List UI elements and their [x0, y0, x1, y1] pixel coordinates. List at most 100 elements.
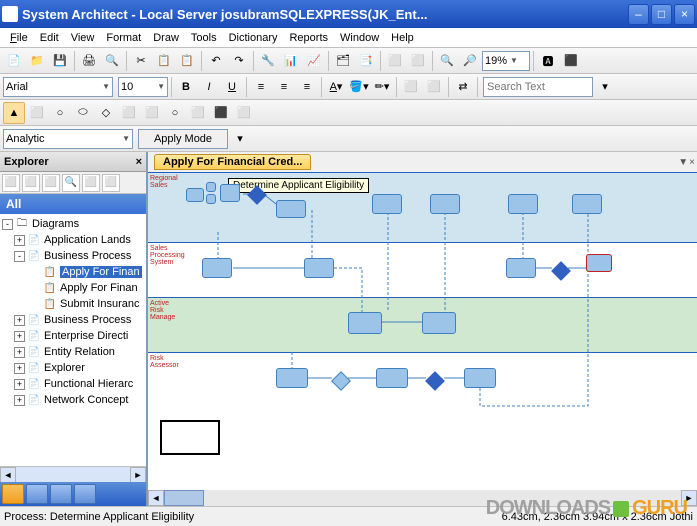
- tree-item[interactable]: -🗀Diagrams: [0, 216, 146, 232]
- expand-icon[interactable]: +: [14, 315, 25, 326]
- diagram-node[interactable]: [508, 194, 538, 214]
- undo-icon[interactable]: ↶: [205, 50, 227, 72]
- diagram-node[interactable]: [206, 194, 216, 204]
- diagram-node[interactable]: [206, 182, 216, 192]
- tree-item[interactable]: 📋Submit Insuranc: [0, 296, 146, 312]
- tool-icon[interactable]: 🔧: [257, 50, 279, 72]
- expand-icon[interactable]: +: [14, 395, 25, 406]
- scroll-right-icon[interactable]: ►: [130, 467, 146, 483]
- diagram-node[interactable]: [376, 368, 408, 388]
- explorer-tool-icon[interactable]: ⬜: [82, 174, 100, 192]
- menu-view[interactable]: View: [65, 30, 101, 46]
- tool-icon[interactable]: 🗂: [332, 50, 354, 72]
- explorer-tool-icon[interactable]: ⬜: [22, 174, 40, 192]
- tree-item[interactable]: +📄Network Concept: [0, 392, 146, 408]
- tree-item[interactable]: 📋Apply For Finan: [0, 264, 146, 280]
- expand-icon[interactable]: +: [14, 347, 25, 358]
- diagram-node[interactable]: [304, 258, 334, 278]
- fill-color-icon[interactable]: 🪣▾: [348, 76, 370, 98]
- expand-icon[interactable]: -: [14, 251, 25, 262]
- tool-icon[interactable]: 🅰: [537, 50, 559, 72]
- open-icon[interactable]: 📁: [26, 50, 48, 72]
- tab-dropdown-icon[interactable]: ▼: [678, 157, 688, 168]
- diagram-node[interactable]: [422, 312, 456, 334]
- menu-edit[interactable]: Edit: [34, 30, 65, 46]
- zoom-out-icon[interactable]: 🔍: [436, 50, 458, 72]
- diagram-node[interactable]: [506, 258, 536, 278]
- shape-icon[interactable]: ⬜: [233, 102, 255, 124]
- tab-close-icon[interactable]: ×: [689, 157, 695, 168]
- diagram-node[interactable]: [430, 194, 460, 214]
- explorer-all-tab[interactable]: All: [0, 194, 146, 214]
- expand-icon[interactable]: +: [14, 331, 25, 342]
- align-right-icon[interactable]: ≡: [296, 76, 318, 98]
- diagram-node[interactable]: [186, 188, 204, 202]
- analytic-combo[interactable]: Analytic▼: [3, 129, 133, 149]
- line-color-icon[interactable]: ✏▾: [371, 76, 393, 98]
- tool-icon[interactable]: ⬜: [384, 50, 406, 72]
- tree-item[interactable]: +📄Functional Hierarc: [0, 376, 146, 392]
- explorer-tool-icon[interactable]: ⬜: [2, 174, 20, 192]
- menu-format[interactable]: Format: [100, 30, 147, 46]
- pointer-icon[interactable]: ▲: [3, 102, 25, 124]
- shape-icon[interactable]: ○: [49, 102, 71, 124]
- expand-icon[interactable]: +: [14, 235, 25, 246]
- bold-button[interactable]: B: [175, 76, 197, 98]
- explorer-tool-icon[interactable]: ⬜: [102, 174, 120, 192]
- expand-icon[interactable]: +: [14, 363, 25, 374]
- align-center-icon[interactable]: ≡: [273, 76, 295, 98]
- diagram-node[interactable]: [372, 194, 402, 214]
- align-left-icon[interactable]: ≡: [250, 76, 272, 98]
- tree-item[interactable]: 📋Apply For Finan: [0, 280, 146, 296]
- menu-window[interactable]: Window: [334, 30, 385, 46]
- shape-icon[interactable]: ⬜: [141, 102, 163, 124]
- diagram-node[interactable]: [276, 200, 306, 218]
- expand-icon[interactable]: -: [2, 219, 13, 230]
- diagram-node[interactable]: [276, 368, 308, 388]
- tree-item[interactable]: +📄Enterprise Directi: [0, 328, 146, 344]
- overview-box[interactable]: [160, 420, 220, 455]
- new-icon[interactable]: 📄: [3, 50, 25, 72]
- tree-item[interactable]: +📄Application Lands: [0, 232, 146, 248]
- explorer-tab[interactable]: [26, 484, 48, 504]
- tree-item[interactable]: +📄Explorer: [0, 360, 146, 376]
- diagram-canvas[interactable]: Regional SalesSales Processing SystemAct…: [148, 172, 697, 490]
- tree-item[interactable]: +📄Entity Relation: [0, 344, 146, 360]
- paste-icon[interactable]: 📋: [176, 50, 198, 72]
- explorer-tab[interactable]: [50, 484, 72, 504]
- explorer-tool-icon[interactable]: ⬜: [42, 174, 60, 192]
- diagram-node[interactable]: [220, 184, 240, 202]
- canvas-tab[interactable]: Apply For Financial Cred...: [154, 154, 311, 170]
- font-combo[interactable]: Arial▼: [3, 77, 113, 97]
- menu-draw[interactable]: Draw: [147, 30, 185, 46]
- shape-icon[interactable]: ⬜: [26, 102, 48, 124]
- menu-tools[interactable]: Tools: [185, 30, 223, 46]
- preview-icon[interactable]: 🔍: [101, 50, 123, 72]
- explorer-tab[interactable]: [2, 484, 24, 504]
- diagram-node[interactable]: [348, 312, 382, 334]
- explorer-tool-icon[interactable]: 🔍: [62, 174, 80, 192]
- cut-icon[interactable]: ✂: [130, 50, 152, 72]
- tree-item[interactable]: +📄Business Process: [0, 312, 146, 328]
- tool-icon[interactable]: ⬜: [407, 50, 429, 72]
- shape-icon[interactable]: ○: [164, 102, 186, 124]
- print-icon[interactable]: 🖨: [78, 50, 100, 72]
- menu-reports[interactable]: Reports: [283, 30, 334, 46]
- tree-item[interactable]: -📄Business Process: [0, 248, 146, 264]
- redo-icon[interactable]: ↷: [228, 50, 250, 72]
- font-color-icon[interactable]: A▾: [325, 76, 347, 98]
- apply-mode-button[interactable]: Apply Mode: [138, 129, 228, 149]
- zoom-combo[interactable]: 19%▼: [482, 51, 530, 71]
- zoom-in-icon[interactable]: 🔎: [459, 50, 481, 72]
- dropdown-icon[interactable]: ▾: [229, 128, 251, 150]
- scroll-left-icon[interactable]: ◄: [148, 490, 164, 506]
- menu-help[interactable]: Help: [385, 30, 420, 46]
- shape-icon[interactable]: ⬜: [187, 102, 209, 124]
- search-input[interactable]: [483, 77, 593, 97]
- explorer-hscroll[interactable]: ◄ ►: [0, 466, 146, 482]
- save-icon[interactable]: 💾: [49, 50, 71, 72]
- maximize-button[interactable]: □: [651, 4, 672, 25]
- tool-icon[interactable]: ⬜: [400, 76, 422, 98]
- italic-button[interactable]: I: [198, 76, 220, 98]
- minimize-button[interactable]: –: [628, 4, 649, 25]
